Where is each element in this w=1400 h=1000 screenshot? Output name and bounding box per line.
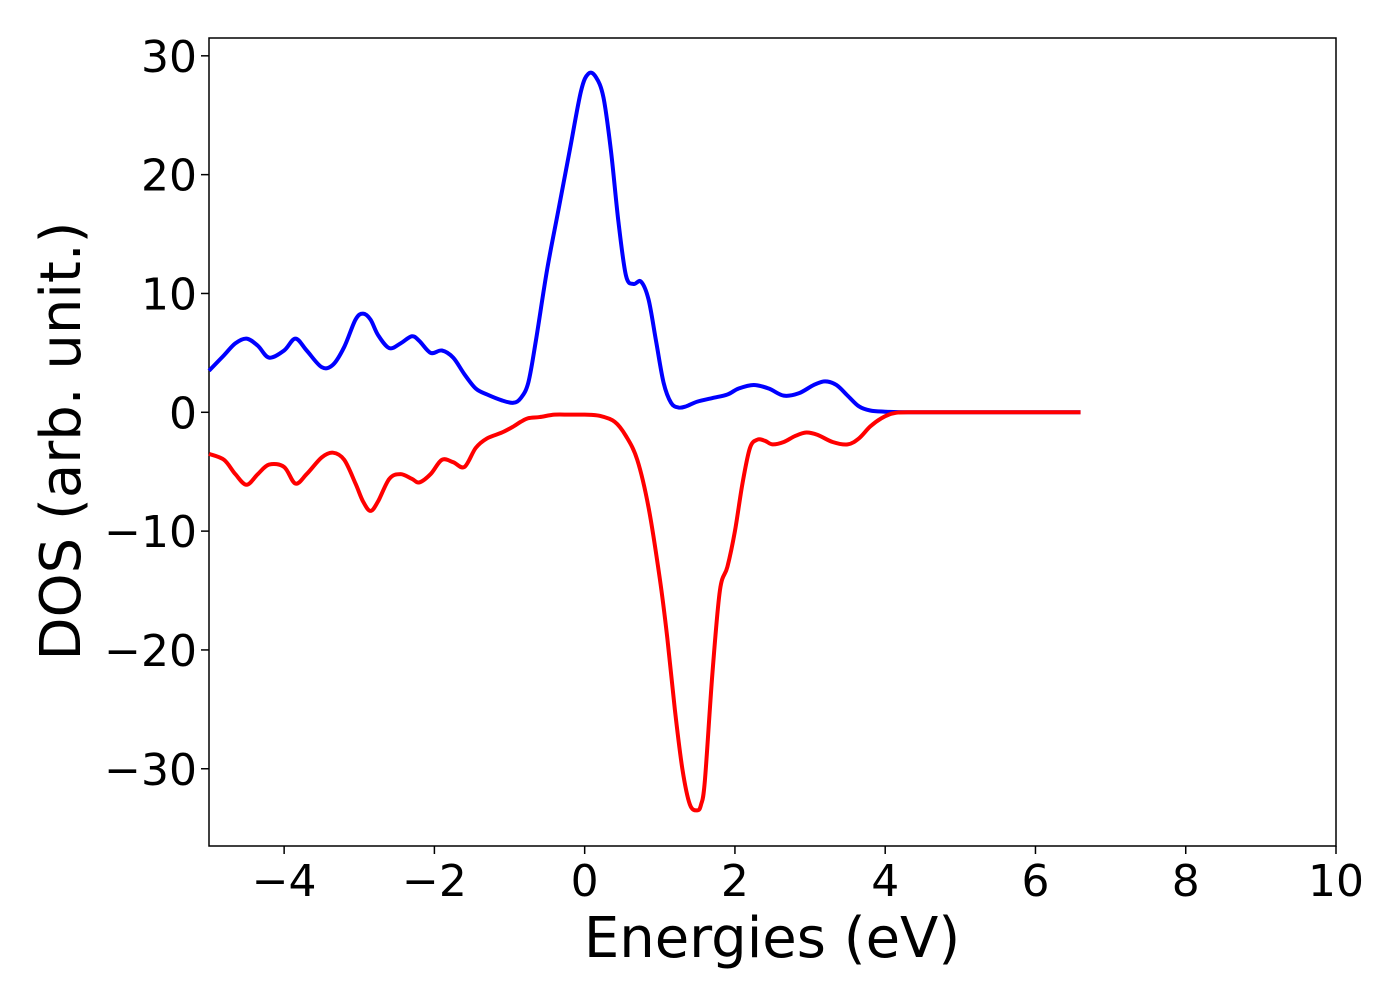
plot-frame [208,37,1337,847]
series-line-down [208,410,1081,813]
y-tick-label: −20 [104,626,197,677]
y-tick-label: −30 [104,745,197,796]
x-tick-label: 6 [1021,856,1049,907]
y-tick-label: 10 [141,269,197,320]
y-axis-ticks: 30 20 10 0 −10 −20 −30 [104,32,209,796]
x-tick-label: 10 [1308,856,1364,907]
x-axis-ticks: −4 −2 0 2 4 6 8 10 [252,846,1364,907]
y-tick-label: 0 [169,388,197,439]
x-tick-label: 8 [1172,856,1200,907]
x-tick-label: 2 [721,856,749,907]
y-axis-title: DOS (arb. unit.) [29,221,94,660]
y-tick-label: 20 [141,151,197,202]
series-layer [207,70,1081,813]
x-tick-label: −4 [252,856,317,907]
x-axis-title: Energies (eV) [584,906,960,971]
x-tick-label: 0 [571,856,599,907]
series-line-up [207,70,1081,415]
y-tick-label: 30 [141,32,197,83]
x-tick-label: −2 [402,856,467,907]
y-tick-label: −10 [104,507,197,558]
x-tick-label: 4 [871,856,899,907]
